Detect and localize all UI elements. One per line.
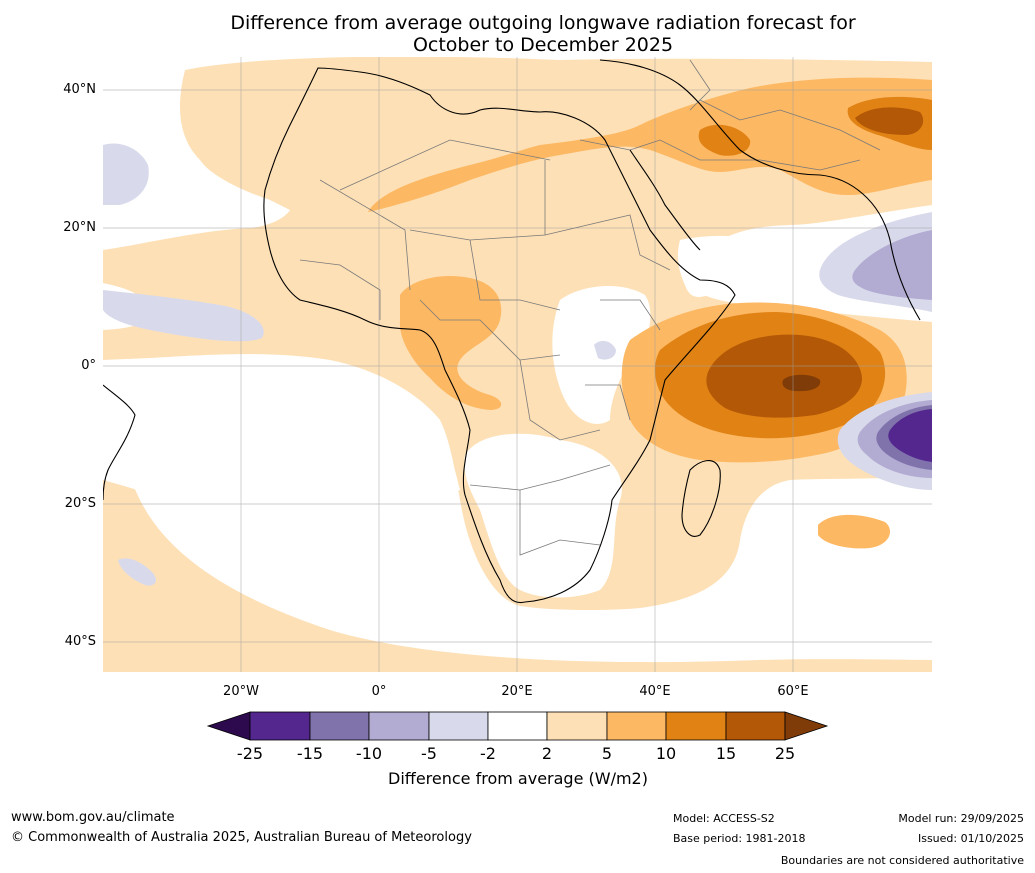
colorbar-tick-label: -25: [236, 744, 264, 763]
lat-label: 40°N: [63, 82, 96, 97]
lat-label: 20°N: [63, 220, 96, 235]
anomaly-region-above-25: [782, 374, 821, 392]
colorbar-segment: [249, 711, 311, 741]
lon-label: 40°E: [639, 684, 671, 699]
footer-issued: Issued: 01/10/2025: [917, 832, 1024, 845]
map-gridlines: [103, 57, 932, 672]
lon-label: 60°E: [777, 684, 809, 699]
anomaly-region-neutral-south-africa: [464, 433, 622, 598]
colorbar-segment: [487, 711, 548, 741]
coastlines: [103, 59, 921, 604]
anomaly-region-15-to-25-iran: [855, 107, 924, 135]
colorbar-tick-label: 15: [715, 744, 737, 763]
colorbar-segment: [606, 711, 667, 741]
anomaly-region-5-to-10-north: [368, 77, 932, 212]
colorbar-title: Difference from average (W/m2): [388, 769, 648, 788]
footer-model-run: Model run: 29/09/2025: [898, 812, 1024, 825]
anomaly-region-minus-15-to-minus-25: [888, 409, 932, 462]
lon-label: 20°E: [501, 684, 533, 699]
anomaly-region-neutral-atlantic: [103, 361, 460, 512]
map-title-line-1: Difference from average outgoing longwav…: [230, 12, 856, 34]
colorbar-segment: [725, 711, 786, 741]
anomaly-region-minus-2-to-minus-5-lake-victoria: [594, 340, 616, 360]
map-plot-area: [103, 57, 932, 672]
anomaly-region-15-to-25-east-africa: [706, 334, 862, 418]
anomaly-region-minus-5-to-minus-10-arabian-sea: [852, 230, 932, 300]
colorbar-tick-label: 2: [541, 744, 553, 763]
colorbar-extend-high: [784, 711, 829, 741]
colorbar-tick-label: -10: [355, 744, 383, 763]
colorbar-tick-label: -15: [296, 744, 324, 763]
colorbar-segment: [428, 711, 489, 741]
map-title-line-2: October to December 2025: [412, 34, 674, 56]
lat-label: 0°: [81, 358, 96, 373]
colorbar-tick-label: 10: [655, 744, 677, 763]
anomaly-region-5-to-10-madagascar-east: [818, 514, 890, 549]
lon-label: 0°: [371, 684, 387, 699]
colorbar-segment: [546, 711, 608, 741]
footer-copyright: © Commonwealth of Australia 2025, Austra…: [11, 830, 472, 845]
anomaly-region-10-to-15-iraq: [698, 124, 751, 156]
lat-label: 20°S: [64, 496, 96, 511]
colorbar: [206, 711, 829, 741]
lat-label: 40°S: [64, 634, 96, 649]
colorbar-tick-label: -5: [421, 744, 437, 763]
lon-label: 20°W: [223, 684, 259, 699]
colorbar-segment: [368, 711, 430, 741]
anomaly-region-5-to-10-gulf-guinea: [399, 275, 502, 410]
colorbar-tick-label: 5: [601, 744, 613, 763]
anomaly-region-neutral-horn: [677, 235, 780, 297]
colorbar-segment: [309, 711, 370, 741]
colorbar-extend-low: [206, 711, 251, 741]
anomaly-region-minus-2-to-minus-5-atlantic-west: [103, 290, 264, 342]
footer-disclaimer: Boundaries are not considered authoritat…: [780, 854, 1024, 867]
colorbar-segment: [665, 711, 727, 741]
anomaly-region-2-to-5: [103, 57, 932, 610]
anomaly-region-minus-2-to-minus-5-south-atlantic: [118, 558, 156, 586]
footer-base-period: Base period: 1981-2018: [673, 832, 806, 845]
footer-url: www.bom.gov.au/climate: [11, 810, 175, 825]
colorbar-tick-label: -2: [480, 744, 496, 763]
anomaly-region-minus-2-to-minus-5-atlantic-north: [103, 143, 149, 205]
colorbar-tick-label: 25: [774, 744, 796, 763]
anomaly-region-southern-band: [103, 400, 932, 672]
footer-model: Model: ACCESS-S2: [673, 812, 775, 825]
